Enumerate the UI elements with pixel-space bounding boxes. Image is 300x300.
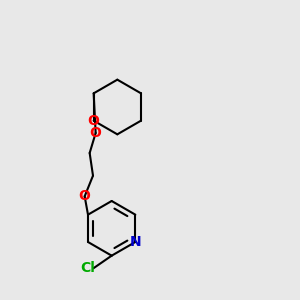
Text: O: O bbox=[79, 189, 91, 203]
Text: Cl: Cl bbox=[80, 261, 95, 275]
Text: O: O bbox=[90, 126, 102, 140]
Text: N: N bbox=[130, 235, 141, 249]
Text: O: O bbox=[88, 114, 100, 128]
